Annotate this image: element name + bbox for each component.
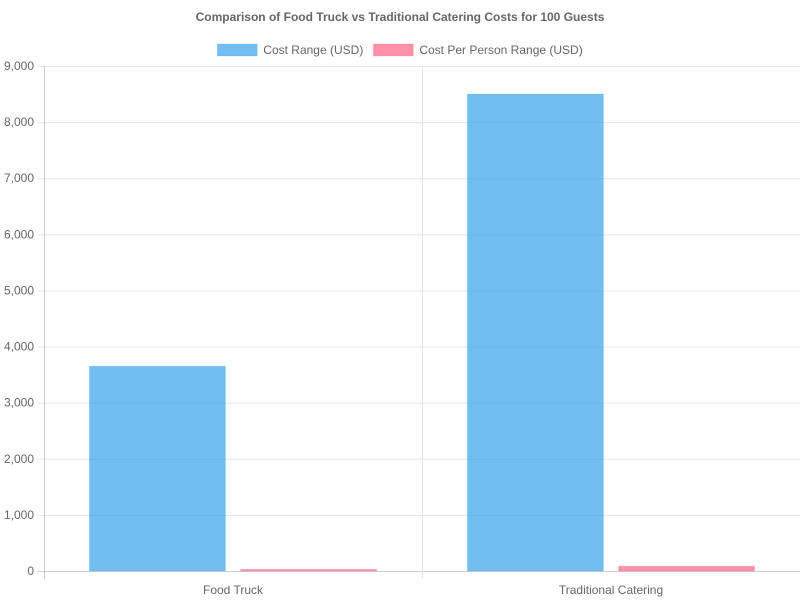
y-tick-label: 9,000 [4,59,34,73]
bar-cost-range-1[interactable] [466,93,604,572]
bars [88,93,756,572]
y-tick-label: 5,000 [4,283,34,297]
legend-swatch[interactable] [372,43,414,57]
y-tick-label: 8,000 [4,115,34,129]
y-tick-label: 1,000 [4,508,34,522]
chart-title: Comparison of Food Truck vs Traditional … [196,10,605,24]
legend-label[interactable]: Cost Range (USD) [263,43,363,57]
y-tick-label: 4,000 [4,340,34,354]
y-tick-label: 3,000 [4,396,34,410]
bar-cost-per-person-0[interactable] [240,568,378,572]
x-tick-label: Traditional Catering [559,583,663,597]
y-axis: 0 1,000 2,000 3,000 4,000 5,000 6,000 7,000 8,00… [4,59,34,578]
y-tick-label: 0 [27,564,34,578]
legend-swatch[interactable] [216,43,258,57]
bar-cost-range-0[interactable] [88,365,226,572]
y-tick-label: 6,000 [4,227,34,241]
legend: Cost Range (USD) Cost Per Person Range (U… [216,43,583,57]
x-axis: Food Truck Traditional Catering [203,583,663,597]
bar-cost-per-person-1[interactable] [618,565,756,572]
legend-label[interactable]: Cost Per Person Range (USD) [419,43,582,57]
x-tick-label: Food Truck [203,583,264,597]
y-tick-label: 2,000 [4,452,34,466]
y-tick-label: 7,000 [4,171,34,185]
